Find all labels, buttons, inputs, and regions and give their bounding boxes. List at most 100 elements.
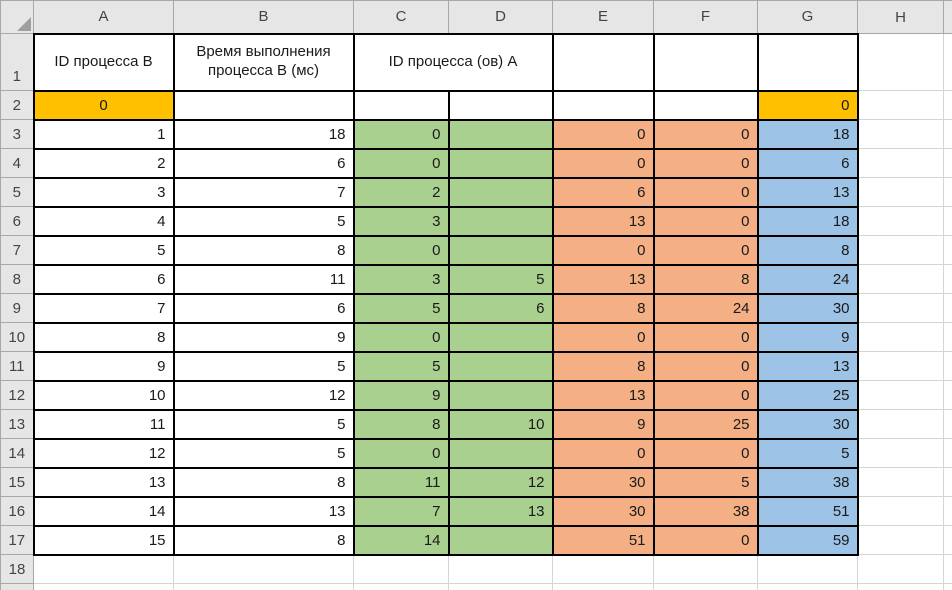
cell-G18[interactable]: [757, 554, 858, 584]
cell-G14[interactable]: 5: [756, 437, 859, 469]
cell-C7[interactable]: 0: [352, 234, 450, 266]
cell-F10[interactable]: 0: [652, 321, 759, 353]
cell-G5[interactable]: 13: [756, 176, 859, 208]
cell-B3[interactable]: 18: [172, 118, 355, 150]
row-header-9[interactable]: 9: [0, 293, 34, 323]
cell-F5[interactable]: 0: [652, 176, 759, 208]
cell-F9[interactable]: 24: [652, 292, 759, 324]
cell-E10[interactable]: 0: [551, 321, 655, 353]
cell-H4[interactable]: [857, 148, 944, 178]
cell-C6[interactable]: 3: [352, 205, 450, 237]
cell-D5[interactable]: [447, 176, 554, 208]
cell-D14[interactable]: [447, 437, 554, 469]
cell-H13[interactable]: [857, 409, 944, 439]
cell-G9[interactable]: 30: [756, 292, 859, 324]
row-header-13[interactable]: 13: [0, 409, 34, 439]
cell-C5[interactable]: 2: [352, 176, 450, 208]
cell-E8[interactable]: 13: [551, 263, 655, 295]
cell-B18[interactable]: [173, 554, 354, 584]
cell-E13[interactable]: 9: [551, 408, 655, 440]
cell-D2[interactable]: [447, 89, 554, 121]
cell-H7[interactable]: [857, 235, 944, 265]
cell-H2[interactable]: [857, 90, 944, 120]
cell-G3[interactable]: 18: [756, 118, 859, 150]
cell-E12[interactable]: 13: [551, 379, 655, 411]
cell-C18[interactable]: [353, 554, 449, 584]
cell-B10[interactable]: 9: [172, 321, 355, 353]
cell-G12[interactable]: 25: [756, 379, 859, 411]
cell-A4[interactable]: 2: [32, 147, 175, 179]
column-header-G[interactable]: G: [757, 0, 858, 34]
cell-B4[interactable]: 6: [172, 147, 355, 179]
cell-E17[interactable]: 51: [551, 524, 655, 556]
cell-G6[interactable]: 18: [756, 205, 859, 237]
cell-F7[interactable]: 0: [652, 234, 759, 266]
cell-F11[interactable]: 0: [652, 350, 759, 382]
row-header-7[interactable]: 7: [0, 235, 34, 265]
cell-D11[interactable]: [447, 350, 554, 382]
cell-D9[interactable]: 6: [447, 292, 554, 324]
cell-B14[interactable]: 5: [172, 437, 355, 469]
row-header-10[interactable]: 10: [0, 322, 34, 352]
cell-E4[interactable]: 0: [551, 147, 655, 179]
cell-E15[interactable]: 30: [551, 466, 655, 498]
row-header-14[interactable]: 14: [0, 438, 34, 468]
cell-C14[interactable]: 0: [352, 437, 450, 469]
cell-D17[interactable]: [447, 524, 554, 556]
row-header-3[interactable]: 3: [0, 119, 34, 149]
cell-C2[interactable]: [352, 89, 450, 121]
cell-E14[interactable]: 0: [551, 437, 655, 469]
cell-H3[interactable]: [857, 119, 944, 149]
cell-B17[interactable]: 8: [172, 524, 355, 556]
cell-H5[interactable]: [857, 177, 944, 207]
cell-A12[interactable]: 10: [32, 379, 175, 411]
cell-F4[interactable]: 0: [652, 147, 759, 179]
cell-G15[interactable]: 38: [756, 466, 859, 498]
cell-C16[interactable]: 7: [352, 495, 450, 527]
cell-C17[interactable]: 14: [352, 524, 450, 556]
column-header-E[interactable]: E: [552, 0, 654, 34]
cell-C13[interactable]: 8: [352, 408, 450, 440]
cell-A18[interactable]: [33, 554, 174, 584]
column-header-A[interactable]: A: [33, 0, 174, 34]
row-header-16[interactable]: 16: [0, 496, 34, 526]
cell-H11[interactable]: [857, 351, 944, 381]
cell-E2[interactable]: [551, 89, 655, 121]
cell-D6[interactable]: [447, 205, 554, 237]
cell-D7[interactable]: [447, 234, 554, 266]
row-header-11[interactable]: 11: [0, 351, 34, 381]
cell-B1[interactable]: Время выполнения процесса B (мс): [172, 32, 355, 92]
cell-H10[interactable]: [857, 322, 944, 352]
cell-D10[interactable]: [447, 321, 554, 353]
cell-A9[interactable]: 7: [32, 292, 175, 324]
cell-F12[interactable]: 0: [652, 379, 759, 411]
cell-F6[interactable]: 0: [652, 205, 759, 237]
cell-B16[interactable]: 13: [172, 495, 355, 527]
cell-E6[interactable]: 13: [551, 205, 655, 237]
cell-D12[interactable]: [447, 379, 554, 411]
cell-G1[interactable]: [756, 32, 859, 92]
cell-C11[interactable]: 5: [352, 350, 450, 382]
cell-H18[interactable]: [857, 554, 944, 584]
cell-B5[interactable]: 7: [172, 176, 355, 208]
cell-H15[interactable]: [857, 467, 944, 497]
column-header-C[interactable]: C: [353, 0, 449, 34]
cell-F8[interactable]: 8: [652, 263, 759, 295]
cell-E11[interactable]: 8: [551, 350, 655, 382]
cell-D4[interactable]: [447, 147, 554, 179]
cell-H9[interactable]: [857, 293, 944, 323]
cell-G11[interactable]: 13: [756, 350, 859, 382]
cell-C3[interactable]: 0: [352, 118, 450, 150]
cell-C10[interactable]: 0: [352, 321, 450, 353]
cell-A11[interactable]: 9: [32, 350, 175, 382]
row-header-4[interactable]: 4: [0, 148, 34, 178]
cell-B2[interactable]: [172, 89, 355, 121]
cell-C8[interactable]: 3: [352, 263, 450, 295]
cell-G17[interactable]: 59: [756, 524, 859, 556]
row-header-12[interactable]: 12: [0, 380, 34, 410]
cell-A14[interactable]: 12: [32, 437, 175, 469]
cell-G2[interactable]: 0: [756, 89, 859, 121]
cell-B13[interactable]: 5: [172, 408, 355, 440]
cell-H12[interactable]: [857, 380, 944, 410]
cell-G8[interactable]: 24: [756, 263, 859, 295]
